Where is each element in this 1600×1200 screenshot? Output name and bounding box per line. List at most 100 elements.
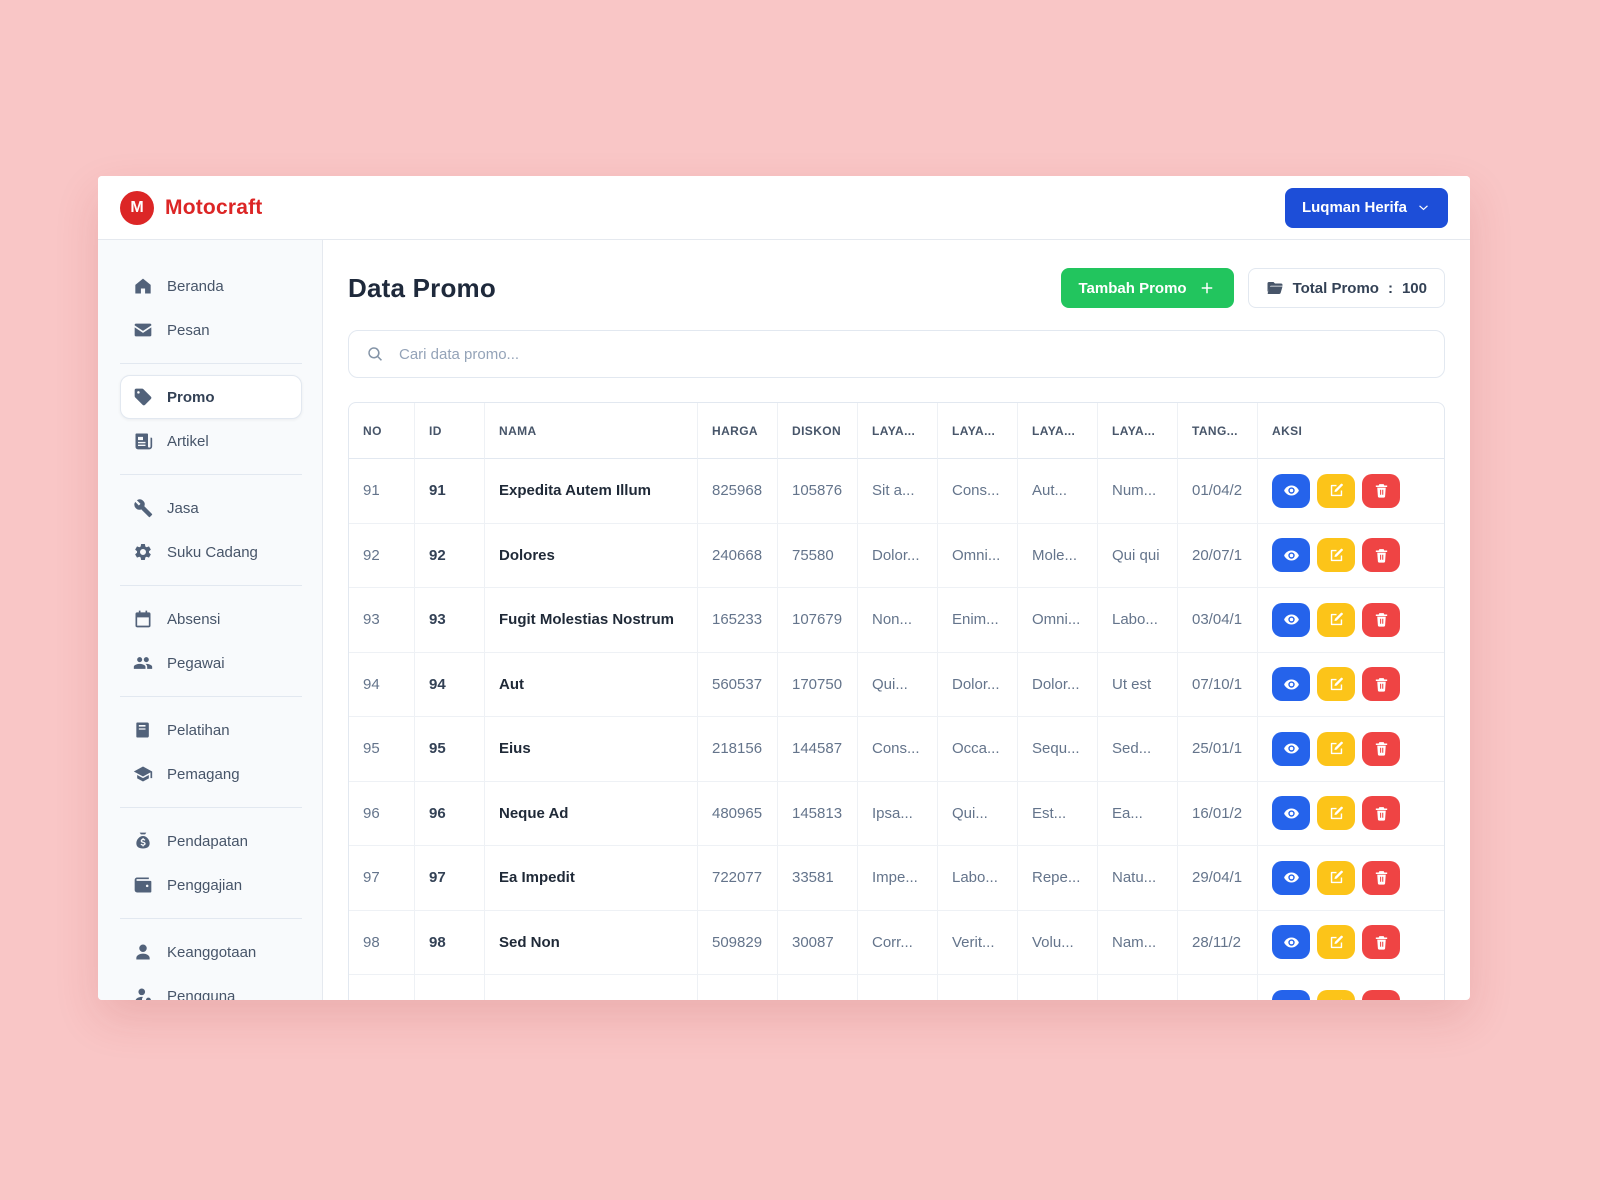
edit-button[interactable] [1317, 731, 1355, 766]
sidebar-item-suku-cadang[interactable]: Suku Cadang [120, 530, 302, 574]
eye-icon [1283, 611, 1300, 628]
edit-button[interactable] [1317, 925, 1355, 960]
cell-laya2 [938, 975, 1018, 1000]
sidebar-item-keanggotaan[interactable]: Keanggotaan [120, 930, 302, 974]
column-header-laya2: LAYA... [938, 403, 1018, 459]
total-promo-separator: : [1387, 279, 1393, 297]
view-button[interactable] [1272, 925, 1310, 960]
cell-diskon: 33581 [778, 846, 858, 911]
edit-button[interactable] [1317, 860, 1355, 895]
edit-button[interactable] [1317, 473, 1355, 508]
cell-laya4: Ut est [1098, 652, 1178, 717]
view-button[interactable] [1272, 796, 1310, 831]
cell-laya4: Natu... [1098, 846, 1178, 911]
delete-button[interactable] [1362, 667, 1400, 702]
cell-aksi [1258, 459, 1444, 524]
column-header-laya1: LAYA... [858, 403, 938, 459]
sidebar-divider [120, 696, 302, 697]
cell-nama: Fugit Molestias Nostrum [485, 588, 698, 653]
trash-icon [1373, 676, 1390, 693]
cell-aksi [1258, 524, 1444, 588]
view-button[interactable] [1272, 538, 1310, 573]
column-header-diskon: DISKON [778, 403, 858, 459]
total-promo-label: Total Promo [1292, 279, 1379, 297]
view-button[interactable] [1272, 860, 1310, 895]
edit-button[interactable] [1317, 602, 1355, 637]
sidebar-item-absensi[interactable]: Absensi [120, 597, 302, 641]
delete-button[interactable] [1362, 989, 1400, 1000]
edit-button[interactable] [1317, 538, 1355, 573]
people-icon [133, 653, 153, 673]
delete-button[interactable] [1362, 860, 1400, 895]
sidebar-item-beranda[interactable]: Beranda [120, 264, 302, 308]
trash-icon [1373, 482, 1390, 499]
delete-button[interactable] [1362, 796, 1400, 831]
cell-id: 92 [415, 523, 485, 588]
view-button[interactable] [1272, 473, 1310, 508]
sidebar-item-pendapatan[interactable]: Pendapatan [120, 819, 302, 863]
sidebar-item-penggajian[interactable]: Penggajian [120, 863, 302, 907]
newspaper-icon [133, 431, 153, 451]
view-button[interactable] [1272, 731, 1310, 766]
delete-button[interactable] [1362, 473, 1400, 508]
view-button[interactable] [1272, 602, 1310, 637]
sidebar-divider [120, 363, 302, 364]
user-menu-button[interactable]: Luqman Herifa [1284, 187, 1448, 228]
cell-laya2: Cons... [938, 459, 1018, 524]
cell-aksi [1258, 717, 1444, 782]
cell-laya1: Non... [858, 588, 938, 653]
sidebar-item-pengguna[interactable]: Pengguna [120, 974, 302, 1000]
add-promo-button[interactable]: Tambah Promo [1060, 268, 1234, 308]
cell-laya4 [1098, 975, 1178, 1000]
cell-aksi [1258, 653, 1444, 717]
cell-diskon: 105876 [778, 459, 858, 524]
sidebar-item-pemagang[interactable]: Pemagang [120, 752, 302, 796]
cell-harga: 509829 [698, 910, 778, 975]
edit-icon [1328, 934, 1345, 951]
trash-icon [1373, 998, 1390, 1000]
trash-icon [1373, 805, 1390, 822]
delete-button[interactable] [1362, 538, 1400, 573]
cell-tanggal: 25/01/1 [1178, 717, 1258, 782]
sidebar-item-artikel[interactable]: Artikel [120, 419, 302, 463]
sidebar-item-label: Suku Cadang [167, 543, 258, 561]
cell-laya3: Omni... [1018, 588, 1098, 653]
eye-icon [1283, 934, 1300, 951]
cell-diskon [778, 975, 858, 1000]
total-promo-badge: Total Promo : 100 [1247, 268, 1445, 308]
brand-name: Motocraft [165, 195, 263, 219]
eye-icon [1283, 998, 1300, 1000]
cell-harga: 218156 [698, 717, 778, 782]
sidebar-item-pelatihan[interactable]: Pelatihan [120, 708, 302, 752]
edit-button[interactable] [1317, 667, 1355, 702]
sidebar-item-jasa[interactable]: Jasa [120, 486, 302, 530]
moneybag-icon [133, 831, 153, 851]
cell-laya1: Qui... [858, 652, 938, 717]
edit-icon [1328, 998, 1345, 1000]
edit-button[interactable] [1317, 796, 1355, 831]
sidebar-item-pegawai[interactable]: Pegawai [120, 641, 302, 685]
column-header-harga: HARGA [698, 403, 778, 459]
column-header-id: ID [415, 403, 485, 459]
cell-no: 93 [349, 588, 415, 653]
gear-icon [133, 542, 153, 562]
sidebar-item-pesan[interactable]: Pesan [120, 308, 302, 352]
delete-button[interactable] [1362, 731, 1400, 766]
column-header-aksi: AKSI [1258, 403, 1444, 459]
edit-button[interactable] [1317, 989, 1355, 1000]
column-header-laya4: LAYA... [1098, 403, 1178, 459]
view-button[interactable] [1272, 989, 1310, 1000]
cell-id: 94 [415, 652, 485, 717]
sidebar-item-label: Pesan [167, 321, 210, 339]
search-input[interactable] [397, 344, 1427, 364]
cell-harga [698, 975, 778, 1000]
delete-button[interactable] [1362, 602, 1400, 637]
cell-nama: Ea Impedit [485, 846, 698, 911]
cell-laya3 [1018, 975, 1098, 1000]
cell-nama: Sed Non [485, 910, 698, 975]
delete-button[interactable] [1362, 925, 1400, 960]
cell-no: 96 [349, 781, 415, 846]
graduate-icon [133, 764, 153, 784]
sidebar-item-promo[interactable]: Promo [120, 375, 302, 419]
view-button[interactable] [1272, 667, 1310, 702]
